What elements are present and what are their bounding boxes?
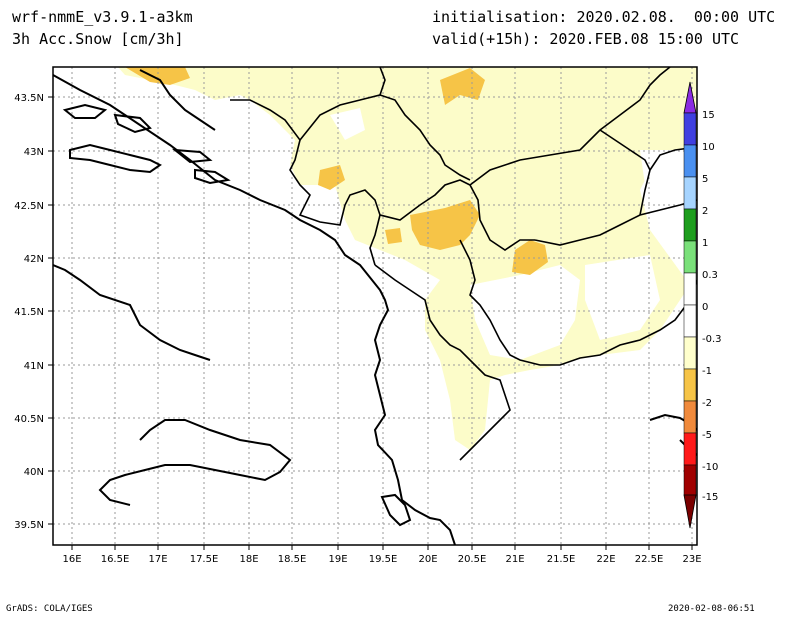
legend-label: -10 (702, 462, 718, 473)
legend-label: -1 (702, 366, 712, 377)
lat-labels: 43.5N 43N 42.5N 42N 41.5N 41N 40.5N 40N … (14, 93, 44, 531)
lat-label: 42.5N (14, 201, 44, 212)
lon-label: 18.5E (278, 554, 307, 565)
lon-label: 16.5E (101, 554, 130, 565)
legend-swatch (683, 368, 697, 402)
legend-label: -0.3 (702, 334, 722, 345)
lon-label: 22.5E (635, 554, 664, 565)
valid-time: valid(+15h): 2020.FEB.08 15:00 UTC (432, 30, 740, 48)
lat-label: 43N (24, 147, 44, 158)
legend-swatch (683, 464, 697, 496)
legend-swatch (683, 240, 697, 274)
footer-timestamp: 2020-02-08-06:51 (668, 604, 755, 614)
lat-label: 41.5N (14, 307, 44, 318)
legend-swatch (683, 208, 697, 242)
legend-label: 2 (702, 206, 708, 217)
lat-label: 41N (24, 361, 44, 372)
lon-label: 20E (418, 554, 437, 565)
lon-label: 17.5E (190, 554, 219, 565)
lon-label: 21.5E (547, 554, 576, 565)
legend-swatch (683, 112, 697, 146)
lat-label: 40N (24, 467, 44, 478)
legend-swatch (683, 432, 697, 466)
lon-label: 17E (148, 554, 167, 565)
legend-label: 1 (702, 238, 708, 249)
borders (230, 67, 697, 461)
variable-title: 3h Acc.Snow [cm/3h] (12, 30, 184, 48)
moderate-snow-6 (385, 228, 402, 244)
lon-label: 22E (596, 554, 615, 565)
legend-swatch (683, 336, 697, 370)
map-frame (52, 66, 698, 546)
lat-label: 42N (24, 254, 44, 265)
moderate-snow-2 (440, 68, 485, 105)
white-gap-4 (330, 108, 365, 140)
legend-swatch (683, 144, 697, 178)
legend-label: -15 (702, 492, 718, 503)
legend-swatch (683, 176, 697, 210)
lat-lon-grid (53, 67, 697, 545)
legend-swatch (683, 304, 697, 338)
lat-label: 40.5N (14, 414, 44, 425)
legend-label: -5 (702, 430, 712, 441)
legend-swatch (683, 272, 697, 306)
legend-label: -2 (702, 398, 712, 409)
initialisation-time: initialisation: 2020.02.08. 00:00 UTC (432, 8, 776, 26)
lon-label: 21E (505, 554, 524, 565)
white-gap-2 (585, 255, 660, 340)
legend-label: 10 (702, 142, 715, 153)
legend-label: 0 (702, 302, 708, 313)
lon-label: 20.5E (458, 554, 487, 565)
lat-label: 43.5N (14, 93, 44, 104)
legend-label: 5 (702, 174, 708, 185)
legend-cap-bottom (683, 494, 697, 529)
lat-label: 39.5N (14, 520, 44, 531)
legend-swatch (683, 400, 697, 434)
map-area (53, 67, 697, 545)
lon-labels: 16E 16.5E 17E 17.5E 18E 18.5E 19E 19.5E … (62, 554, 701, 565)
model-title: wrf-nmmE_v3.9.1-a3km (12, 8, 193, 26)
lon-label: 19.5E (369, 554, 398, 565)
lon-label: 18E (239, 554, 258, 565)
lon-label: 16E (62, 554, 81, 565)
light-snow-region (118, 67, 697, 450)
white-gap-3 (640, 150, 697, 220)
lon-label: 19E (328, 554, 347, 565)
legend-label: 0.3 (702, 270, 718, 281)
color-legend: 15 10 5 2 1 0.3 0 -0.3 -1 -2 -5 -10 -15 (683, 81, 722, 529)
legend-label: 15 (702, 110, 715, 121)
axis-ticks (48, 96, 693, 550)
lon-label: 23E (682, 554, 701, 565)
coastlines (53, 69, 697, 545)
footer-credit: GrADS: COLA/IGES (6, 604, 93, 614)
